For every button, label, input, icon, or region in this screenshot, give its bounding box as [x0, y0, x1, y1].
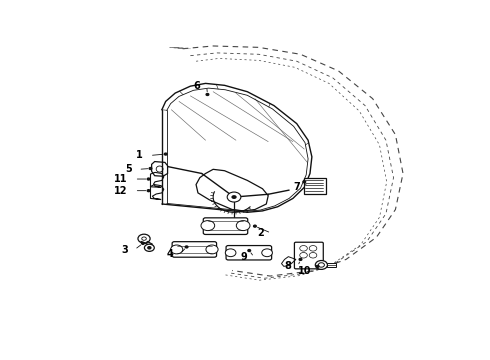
- Circle shape: [171, 245, 183, 254]
- Circle shape: [138, 234, 150, 243]
- Circle shape: [254, 225, 256, 227]
- Circle shape: [147, 178, 150, 180]
- Circle shape: [185, 246, 188, 248]
- Text: 10: 10: [298, 266, 312, 276]
- Circle shape: [303, 181, 306, 183]
- Text: 6: 6: [193, 81, 200, 91]
- FancyBboxPatch shape: [203, 218, 248, 234]
- Circle shape: [149, 167, 152, 170]
- Circle shape: [225, 249, 236, 257]
- Circle shape: [206, 245, 218, 254]
- Text: 3: 3: [121, 245, 128, 255]
- Circle shape: [164, 153, 167, 155]
- Circle shape: [236, 221, 250, 231]
- Text: 5: 5: [125, 164, 131, 174]
- Text: 8: 8: [284, 261, 291, 271]
- Circle shape: [148, 247, 151, 249]
- Circle shape: [147, 190, 150, 192]
- Circle shape: [201, 221, 215, 231]
- Text: 4: 4: [167, 249, 173, 259]
- Text: 1: 1: [136, 150, 143, 161]
- Circle shape: [142, 242, 144, 244]
- FancyBboxPatch shape: [327, 263, 336, 267]
- FancyBboxPatch shape: [172, 242, 217, 257]
- Text: 11: 11: [114, 174, 128, 184]
- FancyBboxPatch shape: [226, 246, 271, 260]
- FancyBboxPatch shape: [303, 177, 325, 194]
- Circle shape: [299, 258, 302, 260]
- Circle shape: [248, 249, 250, 252]
- Circle shape: [262, 249, 272, 257]
- FancyBboxPatch shape: [294, 242, 323, 269]
- Text: 12: 12: [114, 186, 128, 196]
- Circle shape: [227, 192, 241, 202]
- Text: 2: 2: [258, 228, 265, 238]
- Circle shape: [315, 261, 327, 269]
- Circle shape: [206, 94, 209, 95]
- Text: 9: 9: [241, 252, 247, 262]
- Circle shape: [316, 265, 319, 267]
- Circle shape: [145, 244, 154, 251]
- Circle shape: [231, 195, 237, 199]
- Text: 7: 7: [294, 183, 300, 192]
